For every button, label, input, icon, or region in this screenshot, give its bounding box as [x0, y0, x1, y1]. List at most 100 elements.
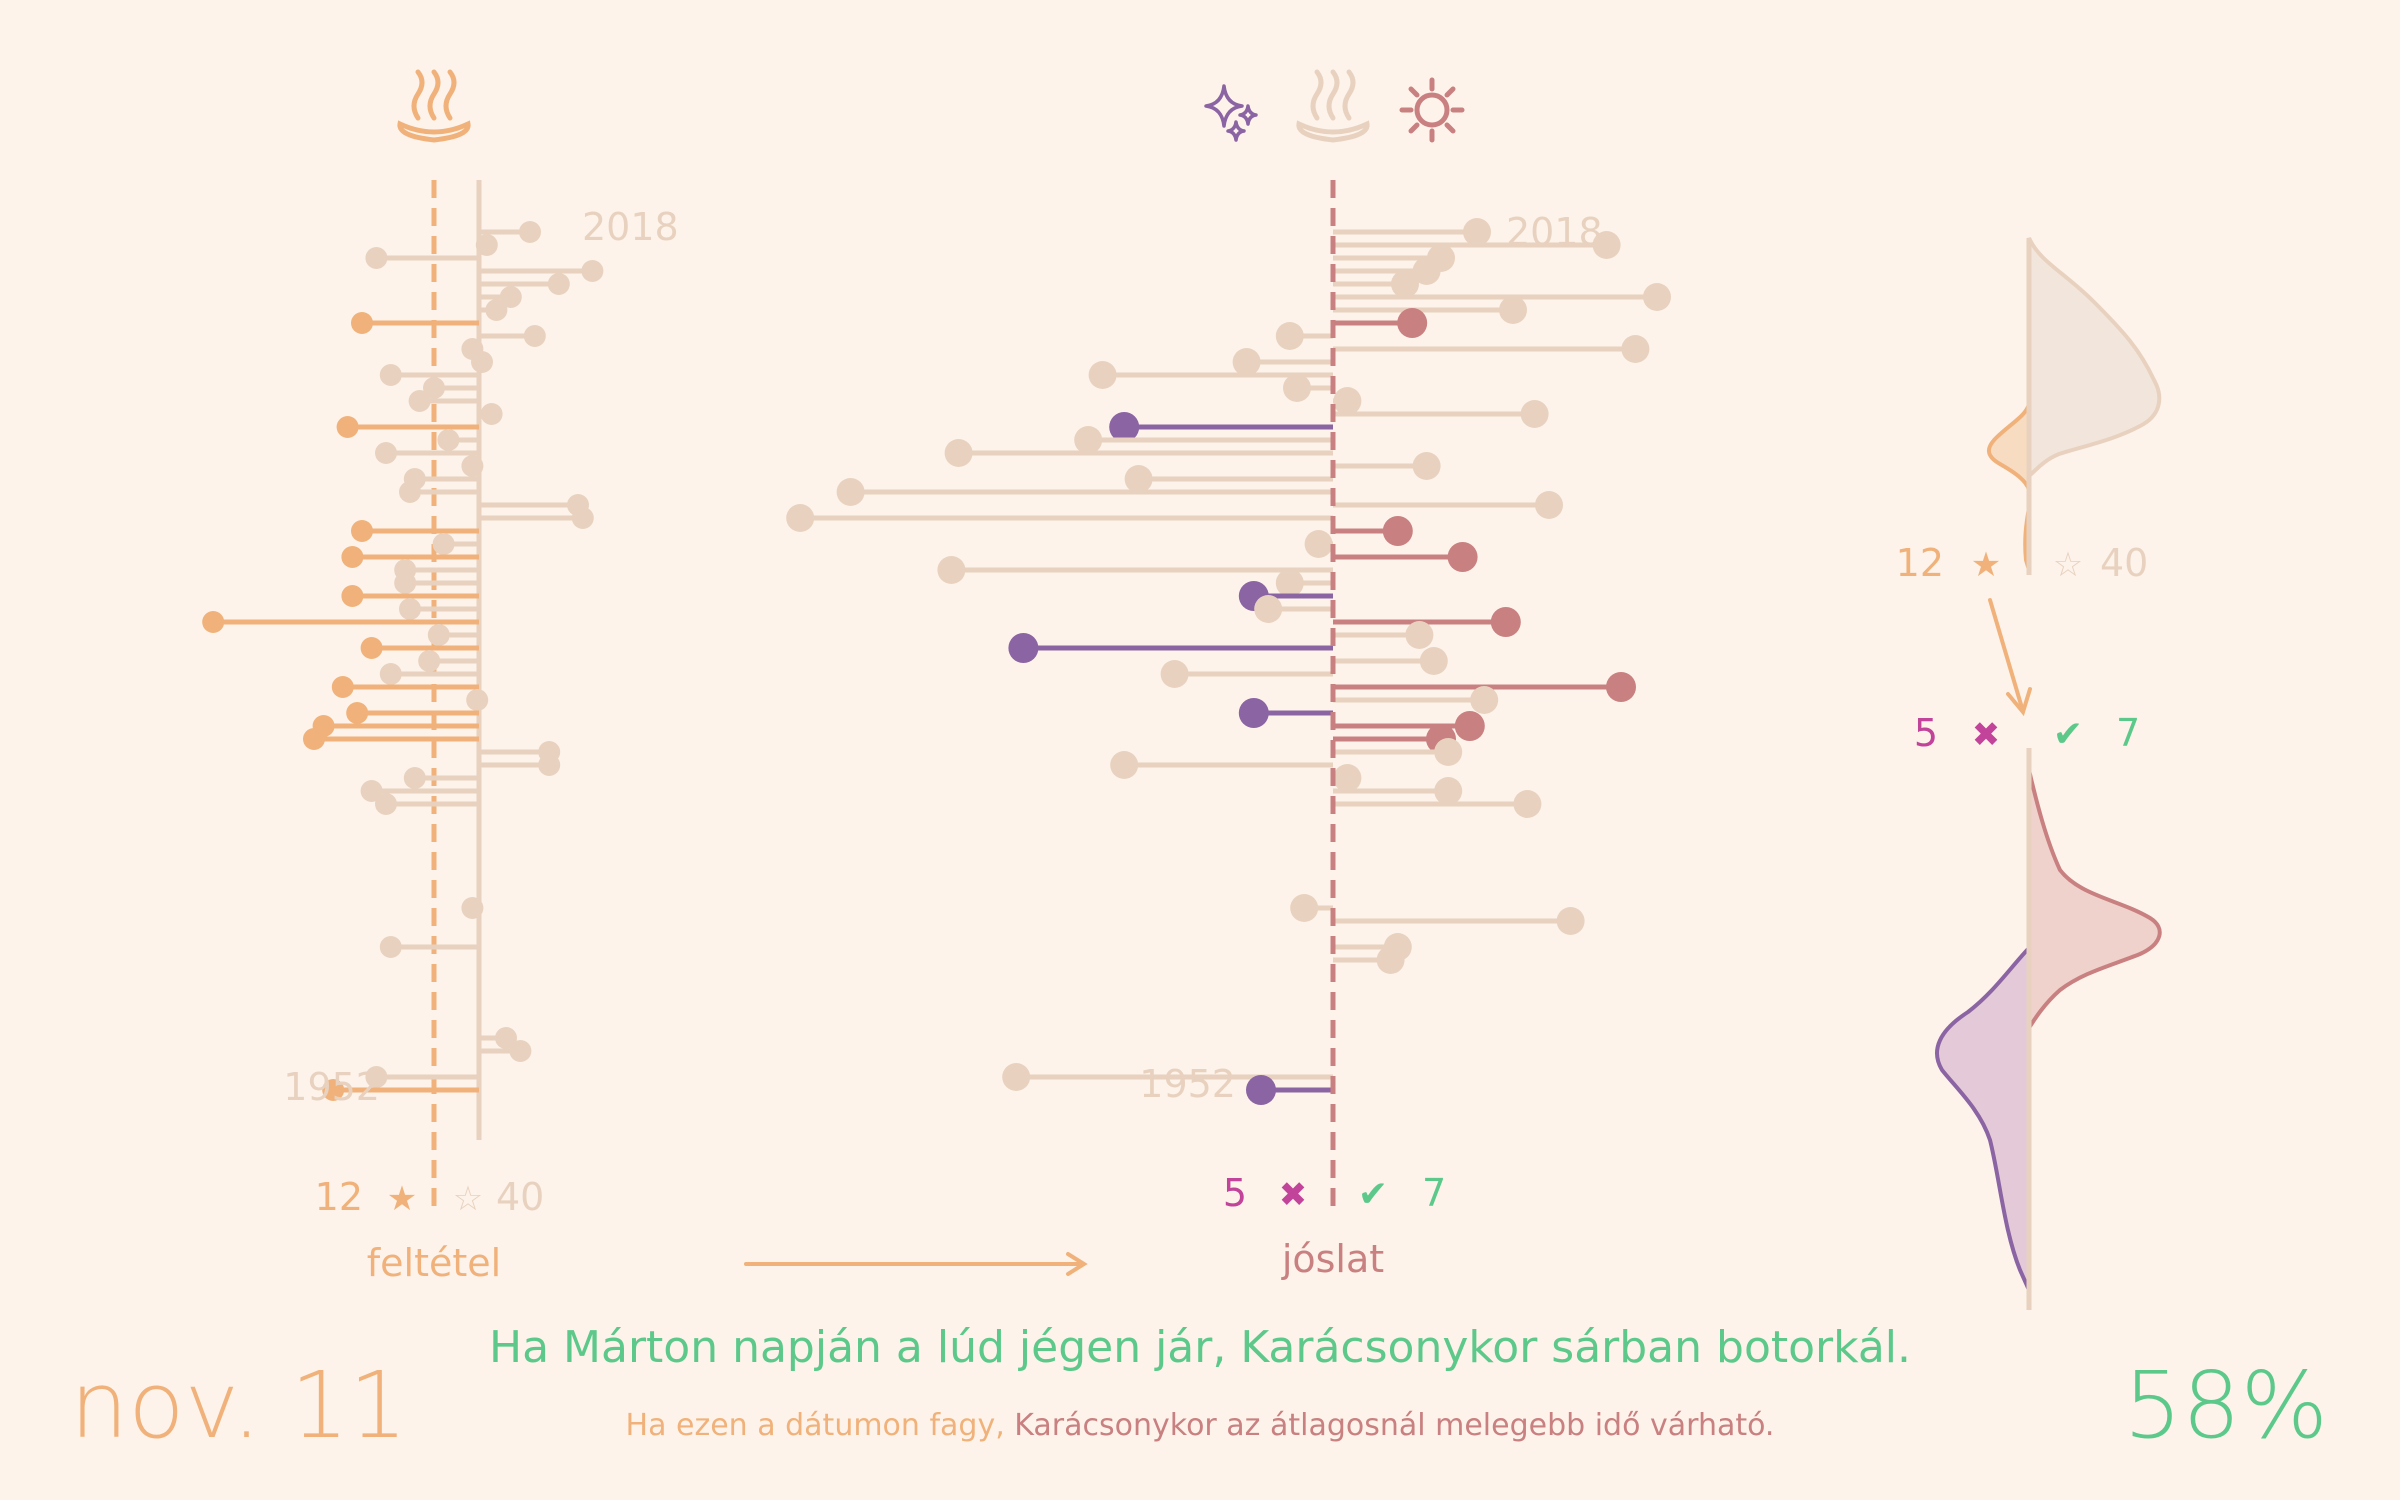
- prediction-dot: [1333, 387, 1362, 415]
- density-correct: [2027, 769, 2162, 1035]
- condition-dot: [331, 676, 354, 698]
- condition-dot: [360, 637, 383, 659]
- condition-lollipops: [202, 221, 604, 1101]
- condition-dot: [379, 663, 402, 685]
- prediction-dot: [1275, 569, 1304, 597]
- prediction-count-wrong: 5: [1223, 1171, 1247, 1215]
- density-cross-icon: ✖: [1972, 715, 2001, 755]
- prediction-dot: [1434, 738, 1463, 766]
- prediction-dot: [1412, 452, 1441, 480]
- prediction-dot: [1470, 686, 1499, 714]
- condition-dot: [375, 442, 397, 464]
- prediction-dot: [1447, 542, 1478, 572]
- star-empty-icon: ☆: [453, 1179, 483, 1219]
- condition-dot: [461, 897, 484, 919]
- prediction-dot: [1419, 647, 1448, 675]
- condition-dot: [523, 325, 546, 347]
- prediction-dot: [1463, 218, 1491, 246]
- flow-arrow: [744, 1252, 1088, 1276]
- condition-dot: [399, 481, 421, 503]
- prediction-dot: [1109, 412, 1140, 442]
- prediction-title: jóslat: [1281, 1237, 1384, 1281]
- condition-dot: [379, 364, 402, 386]
- density-count-wrong: 5: [1914, 711, 1938, 755]
- condition-year-top: 2018: [582, 205, 679, 249]
- density-star-filled-icon: ★: [1971, 545, 2001, 585]
- condition-dot: [499, 286, 522, 308]
- prediction-dot: [1333, 764, 1362, 792]
- condition-dot: [375, 793, 397, 815]
- prediction-dot: [1110, 751, 1139, 779]
- prediction-dot: [1412, 257, 1441, 285]
- connector-arrow: [1988, 598, 2032, 717]
- density-count-correct: 7: [2116, 711, 2140, 755]
- prediction-dot: [1405, 621, 1434, 649]
- condition-dot: [336, 416, 359, 438]
- prediction-dot: [1283, 374, 1311, 402]
- prediction-year-bottom: 1952: [1139, 1062, 1236, 1106]
- prediction-dot: [1434, 777, 1463, 805]
- condition-dot: [379, 936, 402, 958]
- condition-dot: [408, 390, 431, 412]
- prediction-dot: [1008, 633, 1039, 663]
- condition-dot: [471, 351, 493, 373]
- density-met: [1987, 403, 2031, 491]
- condition-dot: [423, 377, 445, 399]
- prediction-count-correct: 7: [1422, 1171, 1446, 1215]
- prediction-density: [1935, 748, 2162, 1310]
- prediction-dot: [1275, 322, 1304, 350]
- density-count-not-met: 40: [2100, 541, 2148, 585]
- prediction-dot: [1088, 361, 1117, 389]
- condition-dot: [322, 1079, 345, 1101]
- prediction-year-top: 2018: [1506, 210, 1603, 254]
- prediction-dot: [1254, 595, 1283, 623]
- condition-dot: [571, 507, 594, 529]
- prediction-dot: [937, 556, 966, 584]
- condition-dot: [341, 546, 364, 568]
- condition-dot: [202, 611, 225, 633]
- condition-dot: [399, 598, 421, 620]
- condition-dot: [303, 728, 325, 750]
- prediction-dot: [1499, 296, 1527, 324]
- condition-count-met: 12: [315, 1175, 363, 1219]
- condition-dot: [495, 1027, 517, 1049]
- condition-dot: [365, 247, 388, 269]
- condition-year-bottom: 1952: [283, 1065, 380, 1109]
- condition-dot: [437, 429, 460, 451]
- prediction-dot: [786, 504, 815, 532]
- date-label: nov. 11: [70, 1352, 408, 1459]
- density-star-empty-icon: ☆: [2053, 545, 2083, 585]
- condition-dot: [538, 754, 561, 776]
- condition-dot: [365, 1066, 388, 1088]
- explanation-text: Ha ezen a dátumon fagy, Karácsonykor az …: [0, 1408, 2400, 1443]
- condition-dot: [394, 572, 417, 594]
- star-filled-icon: ★: [387, 1179, 417, 1219]
- prediction-dot: [1160, 660, 1189, 688]
- prediction-dot: [1304, 530, 1333, 558]
- density-wrong: [1935, 942, 2031, 1291]
- prediction-dot: [1246, 1075, 1276, 1105]
- explanation-prediction: Karácsonykor az átlagosnál melegebb idő …: [1014, 1408, 1775, 1443]
- condition-dot: [485, 299, 508, 321]
- condition-dot: [547, 273, 570, 295]
- hot-spring-icon: [1296, 69, 1370, 143]
- sparkles-icon: [1204, 84, 1258, 142]
- prediction-dot: [1643, 283, 1671, 311]
- prediction-dot: [944, 439, 973, 467]
- prediction-dot: [1520, 400, 1549, 428]
- condition-dot: [346, 702, 369, 724]
- density-check-icon: ✔: [2053, 714, 2083, 755]
- condition-dot: [432, 533, 455, 555]
- prediction-dot: [1232, 348, 1261, 376]
- prediction-dot: [1490, 607, 1521, 637]
- density-not-met: [2027, 237, 2162, 481]
- condition-dot: [581, 260, 604, 282]
- prediction-dot: [1621, 335, 1650, 363]
- prediction-dot: [1391, 270, 1419, 298]
- condition-dot: [461, 455, 484, 477]
- condition-dot: [466, 689, 489, 711]
- condition-dot: [519, 221, 541, 243]
- prediction-dot: [1397, 308, 1428, 338]
- prediction-lollipops: [786, 218, 1671, 1105]
- prediction-dot: [1556, 907, 1585, 935]
